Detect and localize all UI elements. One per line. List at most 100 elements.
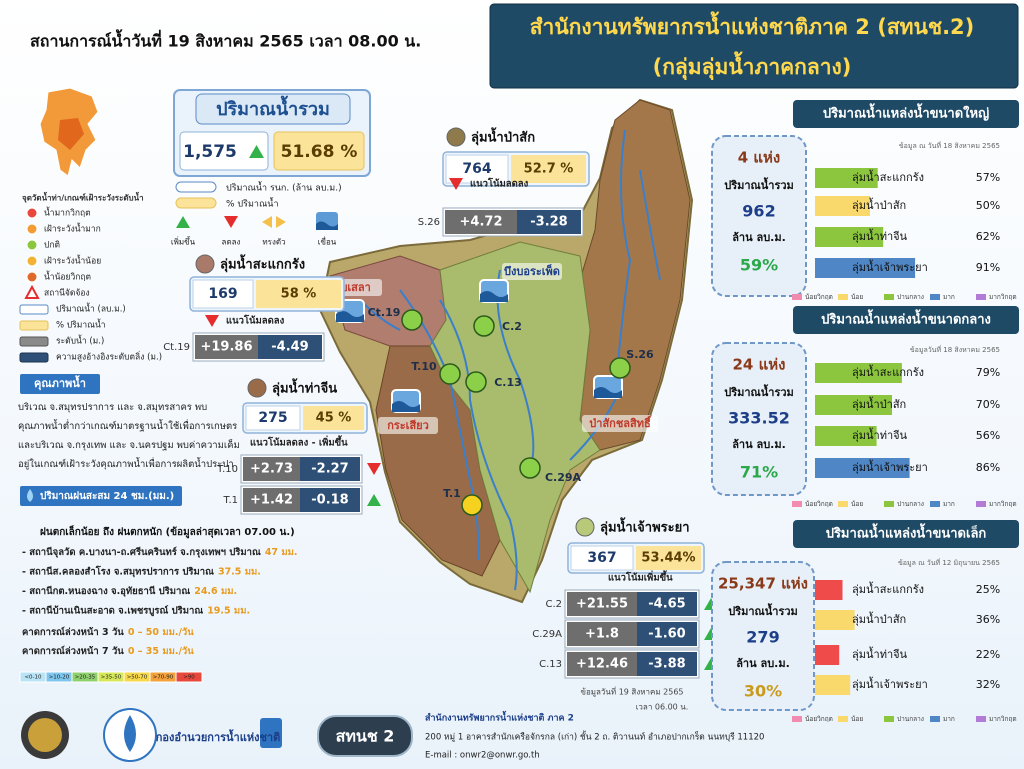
basin-name: ลุ่มน้ำป่าสัก (471, 127, 535, 146)
basin-percent: 45 % (316, 411, 352, 426)
reservoir-value: 36% (976, 613, 1000, 626)
reservoir-name: ลุ่มน้ำป่าสัก (852, 611, 906, 626)
total-title-pill (195, 93, 351, 125)
dam-water (594, 387, 622, 398)
reservoir-volume: 962 (742, 202, 775, 221)
bank-box (258, 335, 322, 359)
rain-text: - สถานีจุลวัด ค.บางนา-ถ.ศรีนครินทร์ จ.กร… (22, 546, 261, 558)
station-level: +2.73 (250, 462, 293, 477)
down-arrow (449, 178, 463, 190)
rain-line: คาดการณ์ล่วงหน้า 7 วัน 0 – 35 มม./วัน (22, 645, 194, 657)
dam-label: กระเสียว (387, 419, 429, 432)
reservoir-name: ลุ่มน้ำสะแกกรัง (852, 581, 924, 596)
total-volume: 1,575 (183, 142, 237, 162)
reservoir-legend-label: น้อย (851, 293, 863, 301)
station-id: C.2 (545, 599, 562, 610)
dam-label-bg (378, 417, 438, 434)
rain-summary: ฝนตกเล็กน้อย ถึง ฝนตกหนัก (ข้อมูลล่าสุดเ… (40, 524, 295, 539)
reservoir-name: ลุ่มน้ำท่าจีน (852, 646, 908, 661)
legend-swatch (19, 320, 49, 331)
reservoir-name: ลุ่มน้ำเจ้าพระยา (852, 676, 928, 691)
legend-dam-icon (316, 212, 338, 230)
footer-email: E-mail : onwr2@onwr.go.th (425, 751, 540, 761)
reservoir-value: 62% (976, 230, 1000, 243)
station-bank: -2.27 (311, 462, 348, 477)
legend-swatch (792, 716, 802, 722)
station-label: C.13 (494, 376, 522, 389)
reservoir-legend-label: น้อยวิกฤต (805, 500, 833, 508)
basin-volume: 367 (587, 550, 616, 566)
basin-percent-box (303, 406, 364, 430)
reservoir-count: 24 แห่ง (733, 356, 786, 374)
reservoir-value: 56% (976, 429, 1000, 442)
basin-volume: 764 (462, 161, 491, 177)
basin-percent-box (636, 546, 701, 570)
station-id: C.29A (532, 629, 562, 640)
rain-text: คาดการณ์ล่วงหน้า 7 วัน (22, 645, 124, 657)
bank-box (637, 652, 697, 676)
rain-amount: 24.6 มม. (194, 586, 237, 597)
legend-volume: ปริมาณน้ำ รนก. (ล้าน ลบ.ม.) (226, 181, 342, 194)
reservoir-legend-label: ปานกลาง (897, 293, 924, 301)
reservoir-volume: 333.52 (728, 409, 790, 428)
legend-swatch (884, 716, 894, 722)
reservoir-legend-label: มาก (943, 500, 955, 508)
station-legend-key: % ปริมาณน้ำ (56, 319, 106, 331)
reservoir-value: 91% (976, 261, 1000, 274)
station-marker (439, 363, 461, 385)
basin-percent: 53.44% (641, 551, 695, 566)
legend-swatch (976, 501, 986, 507)
basin-icon (247, 378, 267, 398)
dam-label-bg (582, 415, 658, 432)
quality-text: บริเวณ จ.สมุทรปราการ และ จ.สมุทรสาคร พบค… (18, 402, 240, 470)
station-legend-item: ปกติ (44, 241, 60, 251)
basin-name: ลุ่มน้ำท่าจีน (272, 378, 337, 397)
basin-volume: 275 (258, 410, 287, 426)
reservoir-value: 70% (976, 398, 1000, 411)
station-level: +12.46 (576, 657, 628, 672)
reservoir-count: 25,347 แห่ง (718, 575, 808, 593)
total-percent: 51.68 % (281, 142, 358, 162)
basin-volume-box (192, 279, 254, 309)
status-dot (26, 271, 38, 283)
station-legend-title: จุดวัดน้ำท่า/เกณฑ์เฝ้าระวังระดับน้ำ (22, 192, 144, 204)
basin-percent: 52.7 % (524, 162, 574, 177)
bank-box (637, 592, 697, 616)
rain-title: ปริมาณฝนสะสม 24 ชม.(มม.) (40, 490, 174, 502)
reservoir-name: ลุ่มน้ำสะแกกรัง (852, 364, 924, 379)
rain-scale-label: >50-70 (127, 675, 148, 681)
reservoir-value: 50% (976, 199, 1000, 212)
bank-box (517, 210, 581, 234)
reservoir-panels: ปริมาณน้ำแหล่งน้ำขนาดใหญ่ข้อมูล ณ วันที่… (711, 100, 1019, 723)
reservoir-value: 57% (976, 171, 1000, 184)
basin-icon (575, 517, 595, 537)
reservoir-total-label: ปริมาณน้ำรวม (728, 603, 798, 618)
reservoir-legend-label: มาก (943, 715, 955, 723)
reservoir-total-label: ปริมาณน้ำรวม (724, 177, 794, 192)
rain-scale-label: >90 (183, 675, 195, 681)
reservoir-summary (711, 342, 807, 496)
dam-water (480, 291, 508, 302)
basin-date: ข้อมูลวันที่ 19 สิงหาคม 2565 (580, 686, 683, 698)
station-bank: -0.18 (311, 493, 348, 508)
reservoir-legend-label: มากวิกฤต (989, 715, 1017, 723)
basin-panels: ลุ่มน้ำสะแกกรัง 169 58 % แนวโน้มลดลง Ct.19 +1… (163, 127, 718, 712)
level-box (445, 210, 517, 234)
legend-swatch (19, 336, 49, 347)
rain-scale-swatch (175, 671, 203, 683)
legend-swatch (838, 501, 848, 507)
station-marker (461, 494, 483, 516)
reservoir-name: ลุ่มน้ำป่าสัก (852, 396, 906, 411)
station-id: T.10 (216, 464, 238, 475)
level-box (567, 622, 637, 646)
station-id: S.26 (418, 217, 440, 228)
reservoir-title: ปริมาณน้ำแหล่งน้ำขนาดใหญ่ (823, 103, 989, 122)
station-legend-item: เฝ้าระวังน้ำน้อย (44, 255, 101, 267)
reservoir-bar (815, 645, 840, 665)
reservoir-name: ลุ่มน้ำท่าจีน (852, 427, 908, 442)
legend-percent-swatch (175, 197, 217, 209)
legend-swatch (930, 294, 940, 300)
station-level: +1.42 (250, 493, 293, 508)
basin-trend: แนวโน้มลดลง (226, 315, 285, 327)
